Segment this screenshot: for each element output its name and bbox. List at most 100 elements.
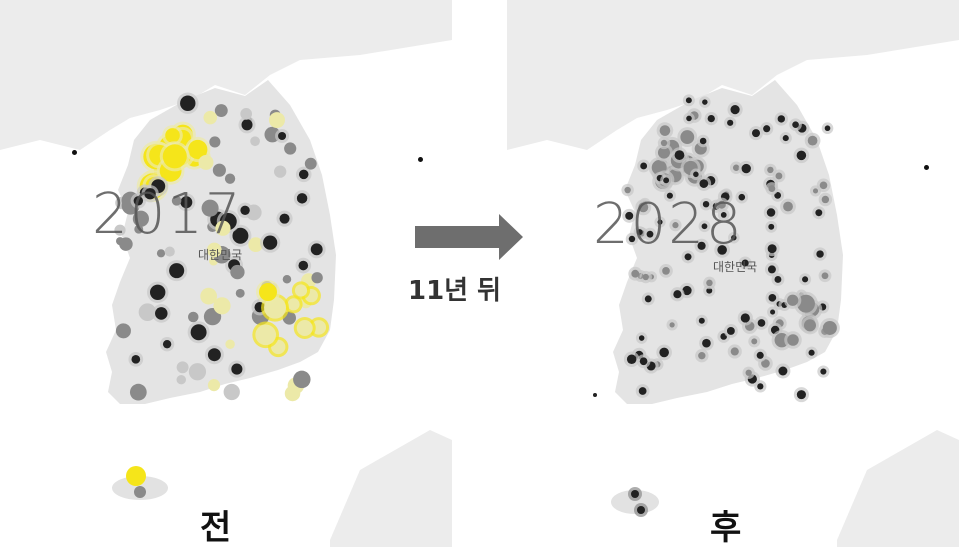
marker (701, 223, 708, 230)
marker (674, 150, 685, 160)
marker (740, 313, 750, 323)
marker (133, 196, 144, 206)
marker (624, 186, 631, 194)
marker (628, 235, 636, 243)
marker (631, 269, 640, 278)
marker (255, 324, 277, 346)
marker (188, 363, 207, 381)
marker (787, 294, 799, 306)
marker (188, 139, 208, 160)
marker (201, 199, 219, 217)
year-label: 2017 (92, 182, 243, 247)
marker (190, 324, 207, 341)
marker (240, 108, 253, 120)
marker (657, 219, 663, 225)
marker (114, 224, 126, 236)
marker (268, 112, 285, 129)
marker (702, 338, 711, 348)
marker (225, 339, 235, 349)
marker (115, 323, 131, 339)
marker (659, 125, 671, 136)
marker (282, 275, 292, 284)
map-korea-before (0, 0, 452, 547)
marker (822, 320, 837, 335)
marker (707, 114, 715, 123)
marker (738, 193, 746, 201)
marker (200, 287, 218, 305)
neighbor-land-north (507, 0, 959, 150)
marker (699, 179, 709, 188)
marker (144, 188, 156, 200)
marker (770, 309, 776, 315)
marker (796, 390, 806, 400)
marker (698, 352, 706, 360)
marker (165, 128, 180, 143)
marker (138, 303, 157, 322)
neighbor-land-japan (837, 430, 959, 547)
marker (232, 227, 249, 244)
marker (126, 466, 146, 486)
marker (235, 288, 245, 298)
marker (768, 223, 775, 230)
marker (212, 163, 226, 177)
marker (134, 224, 144, 234)
marker (720, 212, 727, 218)
marker (698, 317, 705, 324)
marker (207, 379, 221, 392)
marker (669, 322, 675, 328)
marker (640, 162, 648, 170)
marker (731, 234, 737, 241)
marker (638, 202, 649, 213)
caption-before: 전 (200, 508, 232, 548)
marker (702, 200, 710, 208)
city-markers-before (114, 92, 330, 498)
marker (241, 119, 253, 131)
marker (673, 290, 682, 299)
marker (638, 335, 645, 341)
marker (924, 165, 929, 170)
marker (751, 129, 761, 138)
marker (774, 276, 782, 283)
marker (741, 163, 751, 174)
marker (644, 295, 652, 303)
marker (625, 211, 634, 220)
marker (310, 243, 323, 256)
marker (682, 285, 692, 296)
marker (821, 272, 829, 280)
marker (639, 357, 648, 366)
marker (761, 359, 770, 368)
marker (732, 164, 740, 171)
marker (593, 393, 597, 397)
marker (657, 146, 670, 159)
marker (660, 139, 668, 147)
marker (293, 370, 311, 389)
marker (767, 166, 774, 174)
marker (768, 293, 777, 302)
marker (637, 506, 645, 514)
marker (802, 276, 809, 283)
marker (699, 137, 707, 145)
year-label: 2028 (593, 192, 744, 257)
map-panel-after: 2028 대한민국 후 (507, 0, 959, 548)
marker (702, 99, 708, 105)
marker (304, 157, 317, 170)
marker (72, 150, 77, 155)
marker (131, 354, 141, 364)
marker (812, 188, 819, 194)
marker (224, 173, 236, 184)
marker (230, 264, 245, 280)
marker (149, 284, 166, 300)
marker (768, 185, 776, 192)
marker (767, 265, 776, 274)
marker (162, 144, 187, 169)
marker (697, 241, 706, 250)
marker (766, 208, 776, 217)
marker (797, 294, 815, 313)
marker (727, 119, 734, 126)
marker (796, 150, 807, 161)
marker (132, 210, 149, 227)
marker (787, 334, 799, 346)
marker (726, 327, 735, 335)
map-korea-after (507, 0, 959, 547)
marker (187, 311, 199, 323)
